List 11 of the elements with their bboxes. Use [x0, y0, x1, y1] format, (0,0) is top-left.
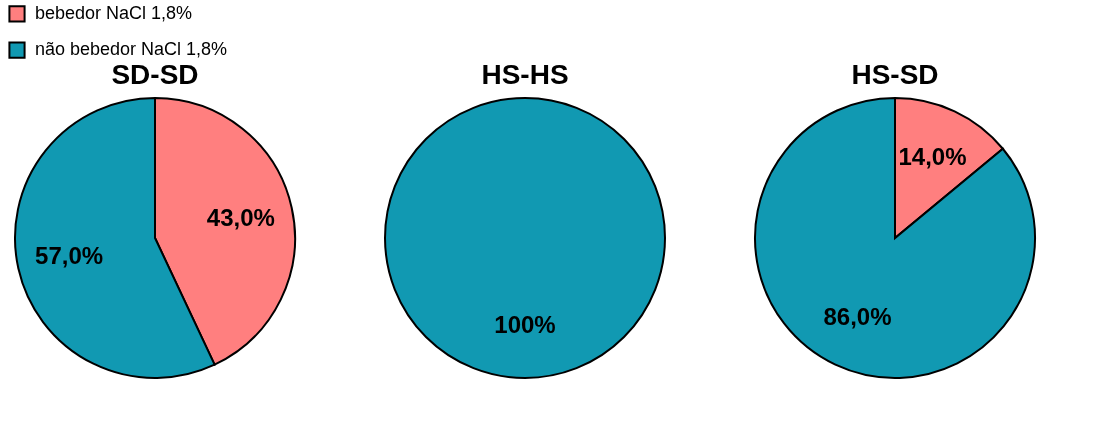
data-label: 43,0%: [206, 203, 275, 231]
data-label: 100%: [494, 311, 556, 338]
pie-slice: [754, 97, 1036, 379]
text: SD-SD: [111, 59, 199, 90]
data-label: 14,0%: [898, 143, 967, 171]
chart-title: HS-HS: [481, 59, 569, 90]
legend-label: bebedor NaCl 1,8%: [35, 2, 193, 23]
legend-label: não bebedor NaCl 1,8%: [35, 39, 228, 60]
data-label: 86,0%: [823, 302, 892, 330]
data-label: 57,0%: [35, 242, 104, 270]
chart-title: HS-SD: [851, 59, 939, 90]
